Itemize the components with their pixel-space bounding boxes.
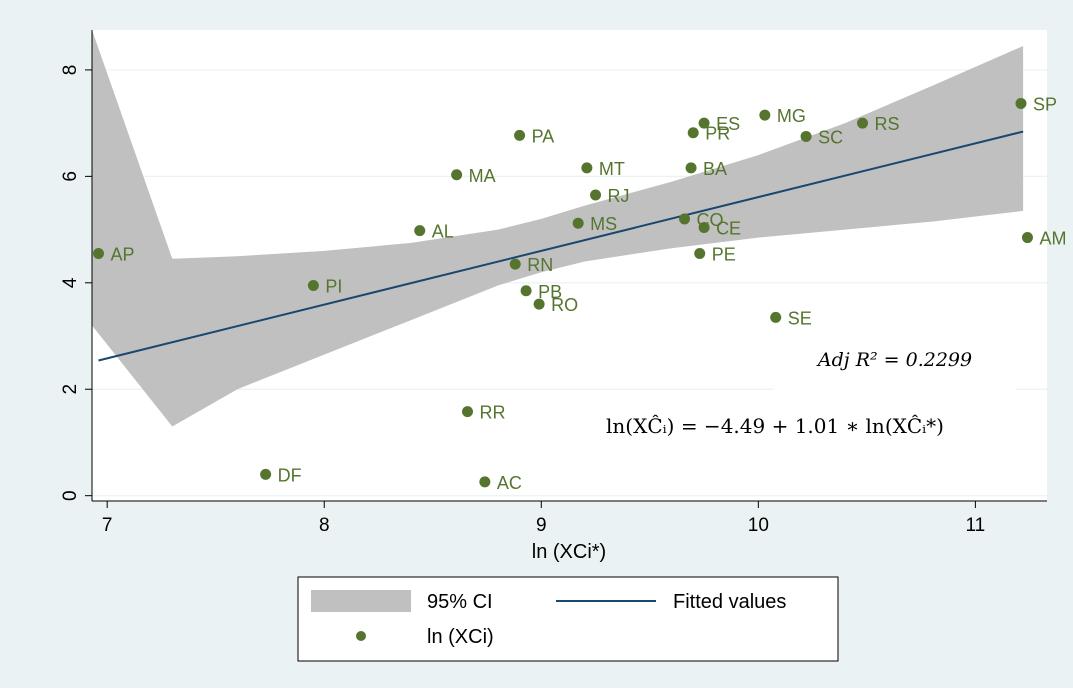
point-label-ac: AC	[497, 473, 522, 493]
data-point-ce	[698, 221, 710, 233]
annotation-box	[774, 336, 1016, 391]
point-label-ce: CE	[716, 218, 741, 238]
data-point-rs	[857, 117, 869, 129]
data-point-pi	[307, 279, 319, 291]
fitted-line	[98, 130, 1024, 362]
data-point-ma	[451, 169, 463, 181]
data-point-al	[414, 225, 426, 237]
y-tick-label: 2	[60, 384, 81, 395]
point-label-pi: PI	[325, 276, 342, 296]
data-point-pa	[514, 129, 526, 141]
point-label-rs: RS	[875, 114, 900, 134]
point-label-sc: SC	[818, 127, 843, 147]
point-label-mg: MG	[777, 106, 806, 126]
x-tick-label: 9	[536, 515, 547, 536]
data-point-pe	[694, 248, 706, 260]
point-label-df: DF	[278, 465, 302, 485]
point-label-pb: PB	[538, 282, 562, 302]
data-point-ms	[572, 217, 584, 229]
adj-r2-annotation: Adj R² = 0.2299	[816, 349, 972, 371]
y-tick-label: 8	[60, 65, 81, 76]
point-label-mt: MT	[599, 159, 625, 179]
data-point-sp	[1015, 97, 1027, 109]
legend-fit-label: Fitted values	[673, 591, 786, 613]
point-label-ap: AP	[111, 245, 135, 265]
point-label-al: AL	[432, 222, 454, 242]
legend-box	[297, 576, 839, 662]
data-point-pb	[520, 285, 532, 297]
ci-band	[92, 30, 1024, 427]
data-point-pr	[687, 127, 699, 139]
y-tick-label: 6	[60, 171, 81, 182]
point-label-pe: PE	[712, 245, 736, 265]
data-point-ba	[685, 162, 697, 174]
data-point-se	[770, 311, 782, 323]
y-tick-label: 4	[60, 277, 81, 288]
point-label-se: SE	[788, 308, 812, 328]
x-tick-label: 7	[102, 515, 113, 536]
data-point-co	[679, 213, 691, 225]
x-tick-label: 8	[319, 515, 330, 536]
point-label-ms: MS	[590, 214, 617, 234]
data-point-rn	[509, 258, 521, 270]
point-label-ba: BA	[703, 159, 727, 179]
data-point-am	[1021, 232, 1033, 244]
x-tick-label: 11	[966, 515, 986, 536]
point-label-am: AM	[1039, 229, 1066, 249]
point-label-ma: MA	[469, 166, 496, 186]
legend-point-swatch	[356, 631, 366, 641]
point-label-es: ES	[716, 114, 740, 134]
point-label-pa: PA	[532, 126, 555, 146]
data-point-ap	[93, 248, 105, 260]
legend: 95% CI Fitted values ln (XCi)	[297, 576, 839, 662]
data-point-df	[260, 468, 272, 480]
data-point-ro	[533, 298, 545, 310]
x-axis-ticks: 7 8 9 10 11	[102, 501, 985, 536]
point-label-rr: RR	[479, 403, 505, 423]
point-label-ro: RO	[551, 295, 578, 315]
x-axis-label: ln (XCi*)	[532, 541, 606, 563]
legend-ci-label: 95% CI	[427, 591, 493, 613]
point-label-rn: RN	[527, 255, 553, 275]
data-point-es	[698, 117, 710, 129]
point-label-rj: RJ	[608, 186, 630, 206]
data-point-ac	[479, 476, 491, 488]
data-point-rj	[590, 189, 602, 201]
point-label-pr: PR	[705, 124, 730, 144]
legend-ci-swatch	[311, 590, 411, 612]
point-label-sp: SP	[1033, 94, 1057, 114]
y-tick-label: 0	[60, 490, 81, 501]
y-axis-ticks: 0 2 4 6 8	[60, 65, 92, 501]
data-points: APPIDFALMARRACRNPAPBROMSMTRJCOBAPRPEESCE…	[93, 94, 1066, 493]
data-point-rr	[461, 406, 473, 418]
legend-points-label: ln (XCi)	[427, 626, 494, 648]
x-tick-label: 10	[748, 515, 769, 536]
data-point-mg	[759, 109, 771, 121]
equation-annotation: ln(XĈᵢ) = −4.49 + 1.01 ∗ ln(XĈᵢ*)	[606, 413, 944, 438]
data-point-mt	[581, 162, 593, 174]
data-point-sc	[800, 130, 812, 142]
